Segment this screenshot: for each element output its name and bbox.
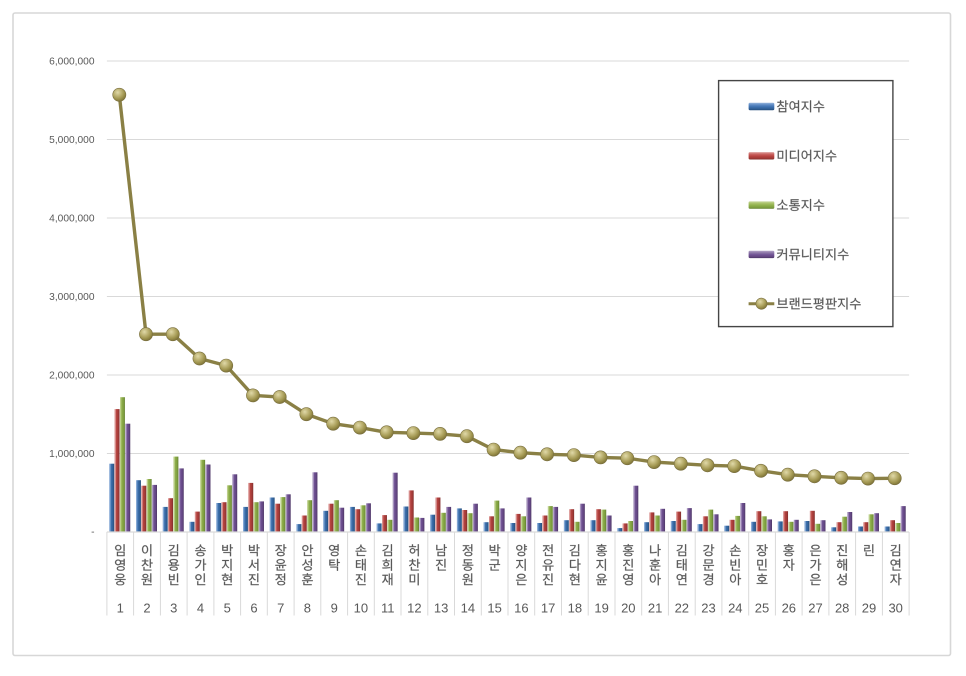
svg-text:22: 22 — [675, 600, 689, 615]
svg-text:25: 25 — [755, 600, 769, 615]
svg-text:10: 10 — [354, 600, 368, 615]
svg-text:12: 12 — [407, 600, 421, 615]
svg-text:28: 28 — [835, 600, 849, 615]
svg-text:11: 11 — [381, 600, 395, 615]
svg-text:7: 7 — [277, 600, 284, 615]
svg-text:24: 24 — [728, 600, 742, 615]
svg-text:27: 27 — [808, 600, 822, 615]
svg-text:8: 8 — [304, 600, 311, 615]
svg-text:19: 19 — [594, 600, 608, 615]
svg-text:21: 21 — [648, 600, 662, 615]
svg-text:2,000,000: 2,000,000 — [49, 371, 95, 382]
svg-text:4,000,000: 4,000,000 — [49, 214, 95, 225]
svg-text:9: 9 — [331, 600, 338, 615]
svg-text:16: 16 — [514, 600, 528, 615]
svg-text:29: 29 — [862, 600, 876, 615]
svg-text:5,000,000: 5,000,000 — [49, 135, 95, 146]
svg-text:30: 30 — [888, 600, 902, 615]
svg-text:1: 1 — [117, 600, 124, 615]
svg-text:5: 5 — [224, 600, 231, 615]
svg-text:23: 23 — [701, 600, 715, 615]
svg-text:20: 20 — [621, 600, 635, 615]
svg-text:6,000,000: 6,000,000 — [49, 57, 95, 68]
svg-text:6: 6 — [250, 600, 257, 615]
svg-text:4: 4 — [197, 600, 204, 615]
svg-text:1,000,000: 1,000,000 — [49, 449, 95, 460]
svg-text:18: 18 — [568, 600, 582, 615]
svg-text:3,000,000: 3,000,000 — [49, 292, 95, 303]
svg-text:-: - — [91, 527, 94, 538]
svg-text:26: 26 — [782, 600, 796, 615]
svg-text:2: 2 — [143, 600, 150, 615]
svg-text:3: 3 — [170, 600, 177, 615]
svg-text:13: 13 — [434, 600, 448, 615]
svg-text:15: 15 — [487, 600, 501, 615]
svg-text:14: 14 — [461, 600, 475, 615]
svg-text:17: 17 — [541, 600, 555, 615]
